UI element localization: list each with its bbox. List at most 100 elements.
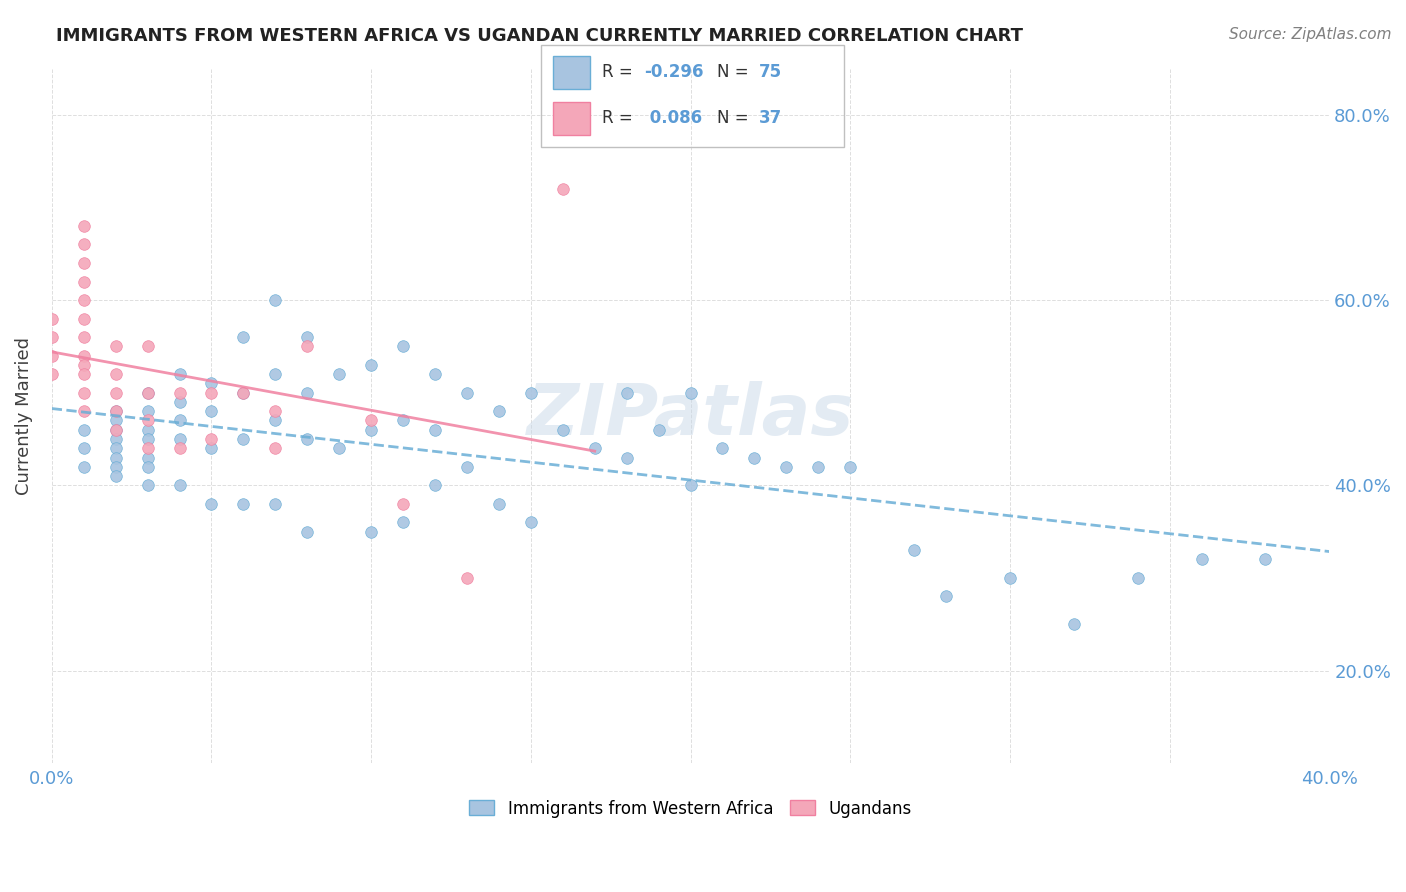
Point [73,358,96,372]
Point [935,590,957,604]
Point [998,571,1021,585]
Point [328,442,350,456]
Point [104,413,127,427]
Text: N =: N = [717,63,754,81]
Text: N =: N = [717,110,754,128]
Point [200,442,222,456]
Point [456,385,478,400]
Point [73,330,96,344]
Point [264,293,287,307]
Text: R =: R = [602,63,638,81]
Point [169,367,191,381]
Point [264,442,287,456]
Point [73,256,96,270]
Point [488,404,510,418]
Point [520,385,543,400]
Point [297,432,319,446]
Point [104,423,127,437]
Point [392,516,415,530]
Point [423,423,446,437]
Point [616,450,638,465]
Point [616,385,638,400]
Point [232,330,254,344]
Point [297,524,319,539]
Point [169,442,191,456]
Point [200,376,222,391]
Point [839,459,862,474]
Point [647,423,669,437]
Point [551,182,574,196]
Point [104,423,127,437]
Point [200,404,222,418]
Point [41,367,63,381]
Point [456,571,478,585]
Point [73,237,96,252]
Text: ZIPatlas: ZIPatlas [527,381,855,450]
Point [456,459,478,474]
Point [392,497,415,511]
Text: Source: ZipAtlas.com: Source: ZipAtlas.com [1229,27,1392,42]
Point [264,404,287,418]
Point [104,432,127,446]
Point [136,432,159,446]
Point [104,459,127,474]
Point [679,478,702,492]
Point [104,339,127,353]
Point [104,469,127,483]
Point [104,404,127,418]
Point [104,442,127,456]
Legend: Immigrants from Western Africa, Ugandans: Immigrants from Western Africa, Ugandans [463,793,918,824]
Point [169,478,191,492]
Point [360,524,382,539]
Point [104,450,127,465]
Point [73,423,96,437]
Point [903,543,925,558]
Bar [554,102,589,135]
Point [392,413,415,427]
Text: -0.296: -0.296 [644,63,703,81]
Point [232,385,254,400]
Point [264,367,287,381]
Text: IMMIGRANTS FROM WESTERN AFRICA VS UGANDAN CURRENTLY MARRIED CORRELATION CHART: IMMIGRANTS FROM WESTERN AFRICA VS UGANDA… [56,27,1024,45]
Point [136,423,159,437]
Point [360,423,382,437]
Point [104,404,127,418]
Bar [554,56,589,88]
Point [264,497,287,511]
Point [73,293,96,307]
Point [423,478,446,492]
Point [73,459,96,474]
Point [360,358,382,372]
Point [232,432,254,446]
Point [1191,552,1213,566]
Point [423,367,446,381]
Point [328,367,350,381]
Point [73,219,96,233]
Point [807,459,830,474]
Point [104,367,127,381]
Point [73,349,96,363]
Point [136,450,159,465]
Point [73,275,96,289]
Point [711,442,734,456]
Point [73,311,96,326]
Point [200,432,222,446]
Point [551,423,574,437]
Point [136,413,159,427]
Point [41,349,63,363]
Point [297,339,319,353]
Point [775,459,797,474]
Point [41,330,63,344]
Point [232,497,254,511]
Point [73,385,96,400]
Point [583,442,606,456]
Point [73,404,96,418]
Point [488,497,510,511]
Point [1254,552,1277,566]
Text: 37: 37 [759,110,782,128]
Point [169,413,191,427]
Point [136,459,159,474]
Point [232,385,254,400]
Point [297,385,319,400]
Text: 0.086: 0.086 [644,110,702,128]
